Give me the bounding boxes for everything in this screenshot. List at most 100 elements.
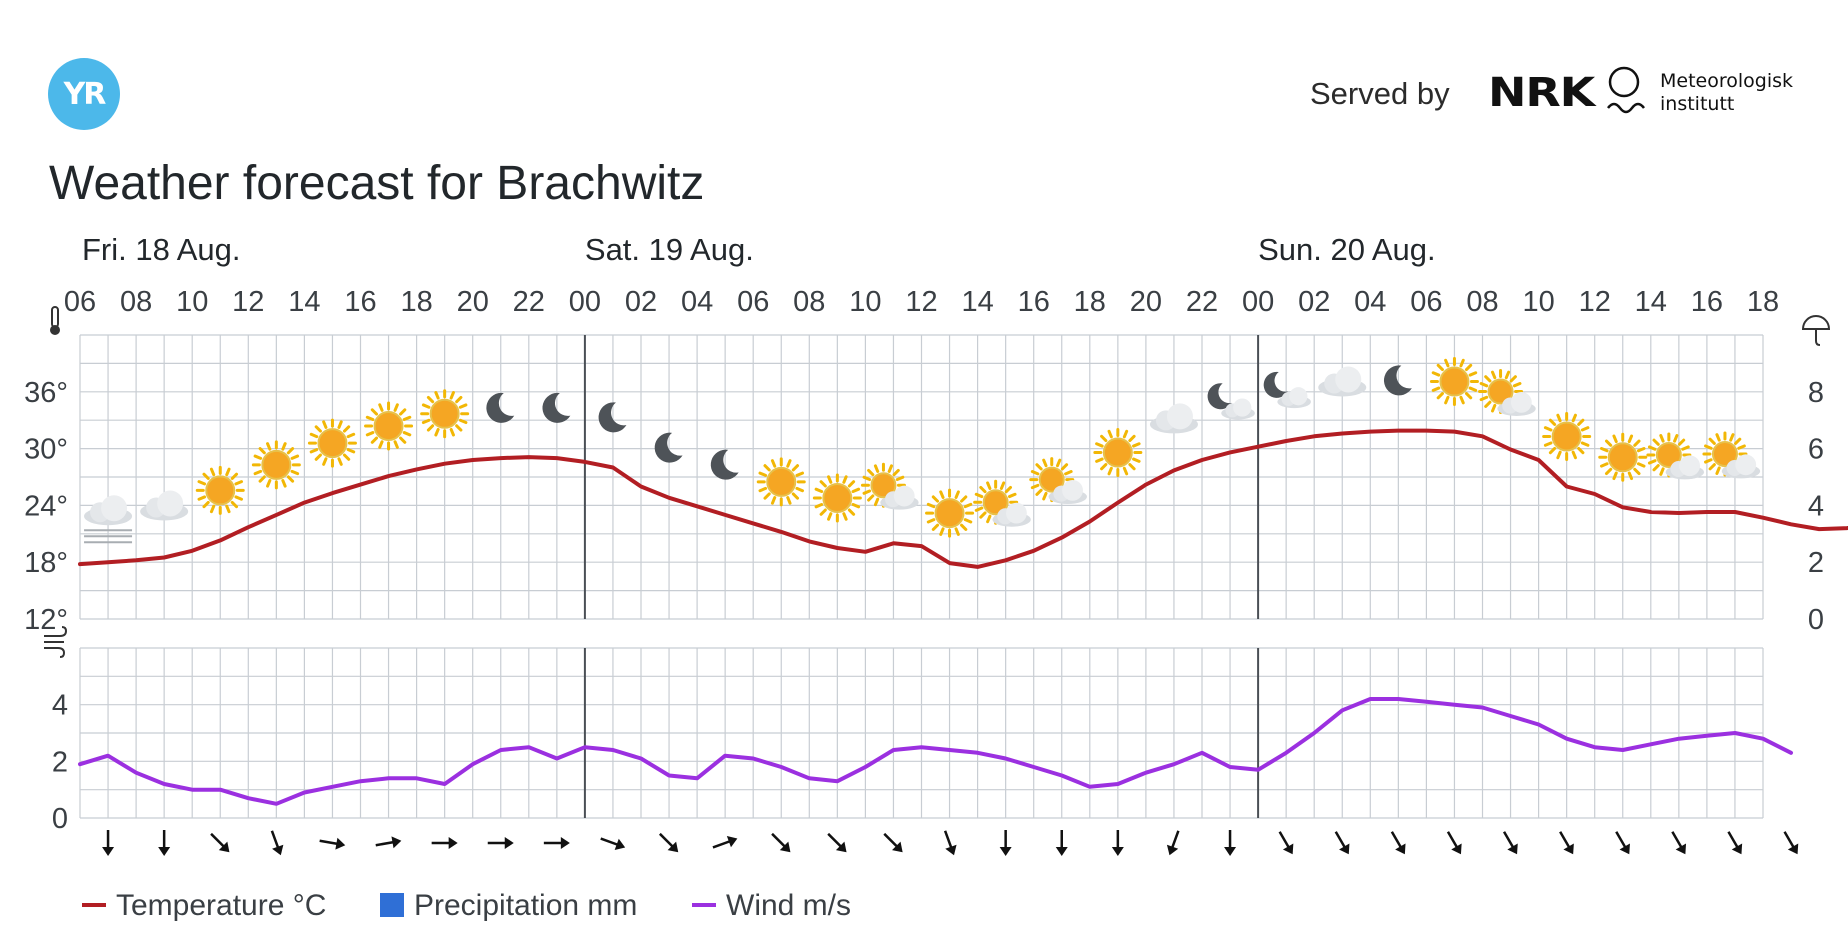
precipitation-axis-label: 6 <box>1808 434 1824 466</box>
hour-tick-label: 16 <box>1691 286 1723 318</box>
clear-sky-day-icon <box>307 418 357 468</box>
hour-tick-label: 06 <box>737 286 769 318</box>
yr-logo[interactable]: YR <box>48 58 120 130</box>
met-institute-logo[interactable]: Meteorologisk institutt <box>1660 70 1793 116</box>
hour-tick-label: 12 <box>232 286 264 318</box>
wind-direction-arrow-icon <box>1055 830 1068 856</box>
hour-tick-label: 00 <box>1242 286 1274 318</box>
wind-direction-arrow-icon <box>210 832 230 853</box>
hour-tick-label: 14 <box>1635 286 1667 318</box>
clear-sky-night-icon <box>542 392 571 423</box>
hour-tick-label: 22 <box>1186 286 1218 318</box>
hour-tick-label: 22 <box>513 286 545 318</box>
wind-direction-arrow-icon <box>1671 831 1687 855</box>
hour-tick-label: 02 <box>1298 286 1330 318</box>
day-label: Sat. 19 Aug. <box>585 232 754 267</box>
cloudy-icon <box>1149 403 1198 434</box>
hour-tick-label: 08 <box>1466 286 1498 318</box>
page-title: Weather forecast for Brachwitz <box>49 157 705 210</box>
wind-direction-arrow-icon <box>158 830 171 856</box>
hour-tick-label: 06 <box>1410 286 1442 318</box>
partly-cloudy-day-icon <box>1646 432 1705 480</box>
hour-tick-label: 18 <box>400 286 432 318</box>
precipitation-axis-label: 2 <box>1808 547 1824 579</box>
legend-precipitation-label: Precipitation mm <box>414 889 637 922</box>
wind-direction-arrow-icon <box>1390 831 1406 855</box>
served-by-label: Served by <box>1310 76 1450 111</box>
clear-sky-day-icon <box>364 401 414 451</box>
wind-direction-arrow-icon <box>712 835 738 849</box>
wind-direction-arrow-icon <box>600 837 626 851</box>
clear-sky-night-icon <box>486 392 515 423</box>
partly-cloudy-day-icon <box>1029 457 1087 504</box>
cloudy-icon <box>1318 366 1367 397</box>
clear-sky-night-icon <box>710 449 739 480</box>
hour-tick-label: 20 <box>457 286 489 318</box>
legend-wind-label: Wind m/s <box>726 889 851 922</box>
legend-precipitation: Precipitation mm <box>380 889 637 922</box>
wind-direction-arrow-icon <box>319 837 346 850</box>
partly-cloudy-night-icon <box>1207 383 1255 420</box>
wind-direction-arrow-icon <box>1559 831 1574 855</box>
wind-direction-arrow-icon <box>431 837 458 849</box>
hour-tick-label: 20 <box>1130 286 1162 318</box>
wind-direction-arrow-icon <box>1224 830 1237 856</box>
hour-tick-label: 18 <box>1074 286 1106 318</box>
wind-direction-arrow-icon <box>543 837 570 849</box>
wind-direction-arrow-icon <box>375 836 402 849</box>
clear-sky-day-icon <box>1093 428 1143 478</box>
day-label: Sun. 20 Aug. <box>1258 232 1436 267</box>
nrk-logo[interactable]: NRK <box>1488 70 1595 116</box>
clear-sky-night-icon <box>1383 365 1412 396</box>
temperature-axis-label: 36° <box>24 377 68 409</box>
wind-direction-arrow-icon <box>1278 831 1294 855</box>
hour-tick-label: 04 <box>681 286 713 318</box>
temperature-axis-label: 30° <box>24 434 68 466</box>
wind-direction-arrow-icon <box>883 832 903 853</box>
wind-direction-arrow-icon <box>771 832 791 853</box>
wind-direction-arrow-icon <box>999 830 1012 856</box>
hour-tick-label: 10 <box>1522 286 1554 318</box>
wind-direction-arrow-icon <box>1446 831 1462 855</box>
wind-direction-arrow-icon <box>487 837 514 849</box>
temperature-axis-label: 12° <box>24 604 68 636</box>
fog-icon <box>84 495 133 544</box>
temperature-axis-label: 18° <box>24 547 68 579</box>
clear-sky-day-icon <box>1598 432 1648 482</box>
hour-tick-label: 10 <box>849 286 881 318</box>
wind-direction-arrow-icon <box>1166 830 1180 856</box>
temperature-axis-label: 24° <box>24 490 68 522</box>
hour-tick-label: 14 <box>961 286 993 318</box>
wind-direction-arrow-icon <box>658 832 679 853</box>
hour-tick-label: 18 <box>1747 286 1779 318</box>
legend-temperature-label: Temperature °C <box>116 889 326 922</box>
clear-sky-night-icon <box>598 402 627 433</box>
hour-tick-label: 14 <box>288 286 320 318</box>
wind-grid <box>79 647 1764 819</box>
wind-icon <box>44 626 68 658</box>
day-label: Fri. 18 Aug. <box>82 232 241 267</box>
wind-direction-arrow-icon <box>1111 830 1124 856</box>
hour-tick-label: 10 <box>176 286 208 318</box>
clear-sky-day-icon <box>420 389 470 439</box>
wind-direction-arrow-icon <box>1502 831 1518 855</box>
legend-temperature: Temperature °C <box>82 889 326 922</box>
hour-tick-label: 04 <box>1354 286 1386 318</box>
wind-direction-arrow-icon <box>1334 831 1350 855</box>
wind-line <box>78 697 1793 806</box>
chart-grid <box>79 334 1764 819</box>
partly-cloudy-day-icon <box>1478 369 1536 416</box>
precipitation-axis-label: 8 <box>1808 377 1824 409</box>
hour-tick-label: 02 <box>625 286 657 318</box>
hour-tick-label: 00 <box>569 286 601 318</box>
forecast-chart: Fri. 18 Aug. Sat. 19 Aug. Sun. 20 Aug.06 08… <box>24 232 1848 922</box>
legend-wind: Wind m/s <box>692 889 851 922</box>
wind-direction-arrow-icon <box>1615 831 1630 855</box>
hour-tick-label: 16 <box>344 286 376 318</box>
wind-axis-label: 2 <box>52 746 68 778</box>
wind-direction-arrow-icon <box>827 832 847 853</box>
hour-tick-label: 12 <box>1579 286 1611 318</box>
wind-direction-arrow-icon <box>943 830 957 856</box>
wind-axis-label: 0 <box>52 803 68 835</box>
clear-sky-night-icon <box>654 432 683 463</box>
